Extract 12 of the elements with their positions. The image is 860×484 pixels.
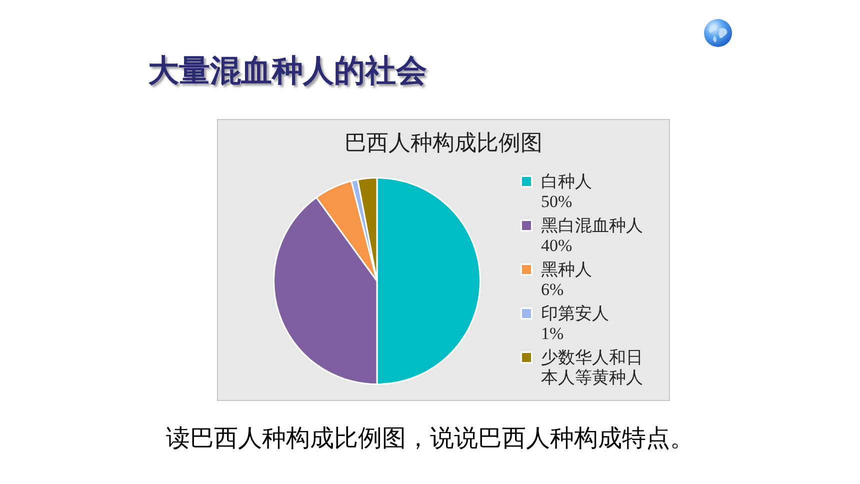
data-label: 6% — [541, 280, 565, 299]
legend-label: 黑种人 — [541, 260, 593, 280]
text: 巴西人种构成比例图 — [344, 129, 544, 157]
data-label: 1% — [541, 324, 565, 343]
data-label: 40% — [541, 236, 574, 255]
legend-label: 少数华人和日本人等黄种人 — [541, 348, 644, 387]
chart-title: 大量混血种人的社会 — [148, 52, 427, 91]
legend-label: 黑白混血种人 — [541, 216, 644, 236]
data-label: 50% — [541, 192, 574, 211]
text: 读巴西人种构成比例图，说说巴西人种构成特点。 — [165, 425, 695, 454]
legend-label: 白种人 — [541, 172, 593, 192]
legend-label: 印第安人 — [541, 304, 610, 324]
